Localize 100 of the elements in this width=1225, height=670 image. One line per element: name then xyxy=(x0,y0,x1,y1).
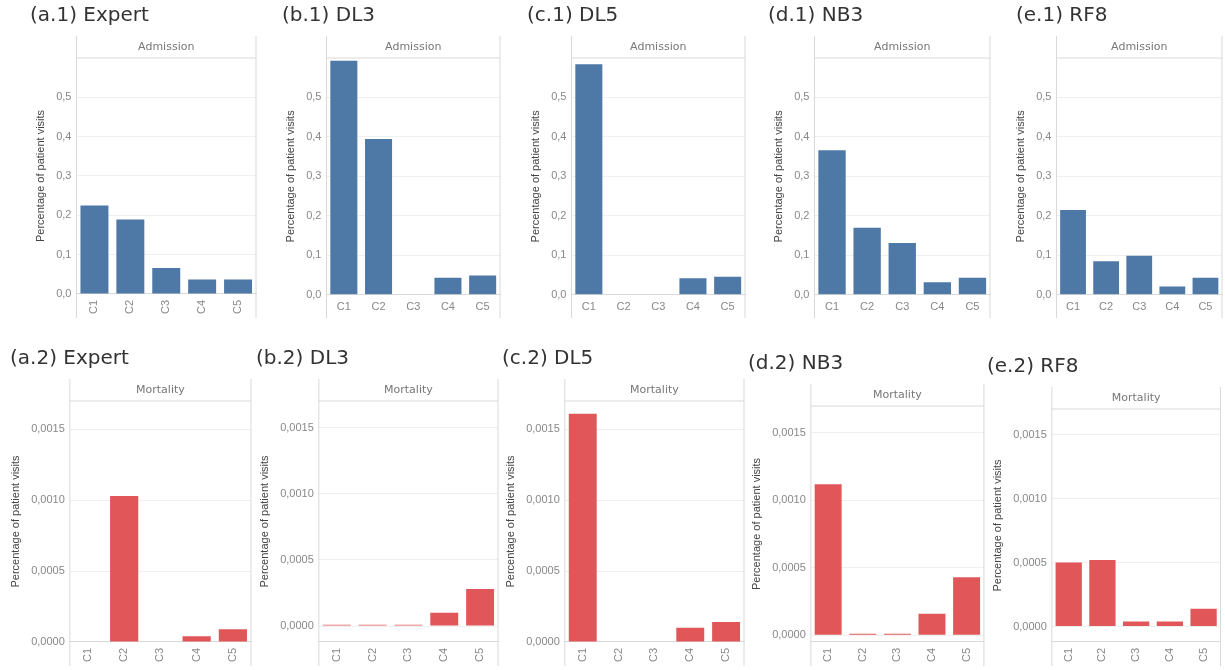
chart-title: (e.2) RF8 xyxy=(987,353,1079,377)
bar xyxy=(958,277,987,295)
chart-subtitle: Admission xyxy=(1111,39,1168,53)
y-tick-label: 0,0000 xyxy=(1013,619,1047,632)
y-tick-label: 0,0 xyxy=(1036,287,1052,300)
chart-subtitle: Admission xyxy=(138,39,195,53)
y-tick-label: 0,1 xyxy=(306,248,322,261)
x-tick-label: C2 xyxy=(365,647,378,662)
y-tick-label: 0,1 xyxy=(56,247,72,260)
bar xyxy=(679,278,707,295)
chart-subtitle: Admission xyxy=(630,39,687,53)
x-tick-label: C1 xyxy=(336,300,351,313)
chart-subtitle: Mortality xyxy=(136,382,186,396)
x-tick-label: C2 xyxy=(117,647,130,662)
y-axis-title: Percentage of patient visits xyxy=(33,109,46,243)
y-tick-label: 0,5 xyxy=(794,90,810,103)
chart-title: (e.1) RF8 xyxy=(1016,2,1108,26)
x-tick-label: C4 xyxy=(683,647,696,662)
x-tick-label: C3 xyxy=(153,647,166,662)
bar xyxy=(80,205,109,294)
y-tick-label: 0,0005 xyxy=(1013,555,1047,568)
y-tick-label: 0,0010 xyxy=(1013,491,1047,504)
bar xyxy=(330,60,358,295)
y-axis-title: Percentage of patient visits xyxy=(503,454,516,588)
x-tick-label: C1 xyxy=(581,300,596,313)
chart-subtitle: Mortality xyxy=(384,382,434,396)
bar xyxy=(1089,560,1116,627)
bar xyxy=(953,577,981,635)
bar xyxy=(888,243,916,295)
chart-title: (d.2) NB3 xyxy=(748,350,844,374)
bar xyxy=(1159,286,1186,295)
x-tick-label: C2 xyxy=(860,300,875,313)
chart-subtitle: Admission xyxy=(385,39,442,53)
x-tick-label: C1 xyxy=(1066,300,1081,313)
bar xyxy=(224,279,253,294)
x-tick-label: C5 xyxy=(720,300,735,313)
y-axis-title: Percentage of patient visits xyxy=(528,109,541,243)
bar xyxy=(152,267,181,294)
y-axis-title: Percentage of patient visits xyxy=(8,454,21,588)
bar xyxy=(430,612,459,626)
x-tick-label: C4 xyxy=(685,300,700,313)
y-tick-label: 0,0005 xyxy=(280,552,314,565)
y-tick-label: 0,0000 xyxy=(31,634,65,647)
bar xyxy=(818,150,846,295)
x-tick-label: C3 xyxy=(401,647,414,662)
x-tick-label: C1 xyxy=(1061,647,1074,662)
y-tick-label: 0,5 xyxy=(551,90,567,103)
chart-subtitle: Mortality xyxy=(1111,390,1162,404)
x-tick-label: C1 xyxy=(821,647,834,662)
y-axis-title: Percentage of patient visits xyxy=(749,457,762,591)
bar xyxy=(365,138,393,295)
y-tick-label: 0,2 xyxy=(794,208,810,221)
x-tick-label: C3 xyxy=(406,300,421,313)
chart-title: (d.1) NB3 xyxy=(768,2,864,26)
y-tick-label: 0,0 xyxy=(794,287,810,300)
y-tick-label: 0,0 xyxy=(56,286,72,299)
x-tick-label: C5 xyxy=(1198,300,1213,313)
y-tick-label: 0,0010 xyxy=(526,493,560,506)
y-tick-label: 0,4 xyxy=(56,129,72,142)
x-tick-label: C5 xyxy=(225,647,238,662)
bar xyxy=(110,495,139,642)
x-tick-label: C5 xyxy=(959,647,972,662)
y-tick-label: 0,0 xyxy=(306,287,322,300)
x-tick-label: C5 xyxy=(719,647,732,662)
x-tick-label: C3 xyxy=(647,647,660,662)
y-tick-label: 0,0005 xyxy=(526,564,560,577)
y-tick-label: 0,3 xyxy=(306,169,322,182)
bar xyxy=(1055,562,1082,627)
chart-title: (a.2) Expert xyxy=(10,345,129,369)
x-tick-label: C3 xyxy=(1129,647,1142,662)
bar xyxy=(676,627,705,642)
x-tick-label: C4 xyxy=(440,300,455,313)
x-tick-label: C2 xyxy=(616,300,631,313)
bar xyxy=(712,622,741,642)
x-tick-label: C3 xyxy=(895,300,910,313)
bar xyxy=(466,588,495,626)
y-tick-label: 0,4 xyxy=(306,129,322,142)
y-tick-label: 0,0000 xyxy=(772,628,806,641)
bar xyxy=(1093,261,1120,295)
y-tick-label: 0,0010 xyxy=(772,493,806,506)
bar xyxy=(1060,209,1086,295)
y-tick-label: 0,0015 xyxy=(526,422,560,435)
y-tick-label: 0,1 xyxy=(551,248,567,261)
x-tick-label: C5 xyxy=(231,299,244,314)
bar xyxy=(218,629,247,642)
x-tick-label: C2 xyxy=(855,647,868,662)
y-tick-label: 0,3 xyxy=(794,169,810,182)
x-tick-label: C1 xyxy=(329,647,342,662)
bar xyxy=(188,279,217,294)
x-tick-label: C3 xyxy=(890,647,903,662)
y-tick-label: 0,3 xyxy=(1036,169,1052,182)
y-tick-label: 0,5 xyxy=(306,90,322,103)
y-tick-label: 0,0010 xyxy=(31,493,65,506)
x-tick-label: C3 xyxy=(159,299,172,314)
y-tick-label: 0,3 xyxy=(56,169,72,181)
x-tick-label: C2 xyxy=(1095,647,1108,662)
chart-title: (b.2) DL3 xyxy=(256,345,350,369)
bar xyxy=(469,275,497,295)
x-tick-label: C2 xyxy=(123,299,136,314)
chart-subtitle: Mortality xyxy=(873,387,923,401)
